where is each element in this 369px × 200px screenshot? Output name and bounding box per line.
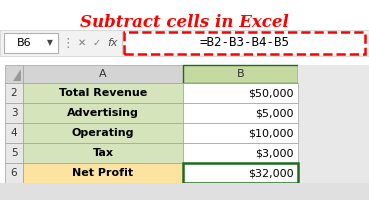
Bar	[5, 163, 23, 183]
Bar	[183, 103, 298, 123]
Text: $10,000: $10,000	[248, 128, 294, 138]
Text: 2: 2	[11, 88, 17, 98]
Text: $3,000: $3,000	[255, 148, 294, 158]
Text: 6: 6	[11, 168, 17, 178]
Bar	[0, 183, 369, 200]
Bar	[5, 83, 23, 103]
Bar	[5, 103, 23, 123]
Bar	[298, 65, 369, 183]
Text: B6: B6	[17, 38, 32, 48]
Text: Advertising: Advertising	[67, 108, 139, 118]
Polygon shape	[13, 69, 21, 81]
Bar	[183, 83, 298, 103]
Bar	[124, 32, 365, 54]
Text: Net Profit: Net Profit	[72, 168, 134, 178]
Text: 5: 5	[11, 148, 17, 158]
Text: ▼: ▼	[47, 38, 53, 47]
Bar	[183, 65, 298, 83]
Text: Subtract cells in Excel: Subtract cells in Excel	[80, 14, 289, 31]
Text: A: A	[99, 69, 107, 79]
Bar	[5, 65, 23, 83]
Text: ⋮: ⋮	[62, 36, 74, 49]
Bar	[183, 123, 298, 143]
Text: Tax: Tax	[93, 148, 114, 158]
Text: Total Revenue: Total Revenue	[59, 88, 147, 98]
Bar	[4, 33, 58, 53]
Bar	[23, 143, 183, 163]
Text: $5,000: $5,000	[255, 108, 294, 118]
Text: $32,000: $32,000	[248, 168, 294, 178]
Text: Operating: Operating	[72, 128, 134, 138]
Bar	[5, 123, 23, 143]
Bar	[183, 143, 298, 163]
Text: $50,000: $50,000	[248, 88, 294, 98]
Text: ✕: ✕	[78, 38, 86, 48]
Bar	[23, 103, 183, 123]
Bar	[23, 123, 183, 143]
Bar	[0, 30, 369, 56]
Bar	[23, 83, 183, 103]
Text: 3: 3	[11, 108, 17, 118]
Text: 4: 4	[11, 128, 17, 138]
Bar	[23, 163, 183, 183]
Text: fx: fx	[108, 38, 118, 48]
Bar	[5, 143, 23, 163]
Bar	[183, 163, 298, 183]
Text: B: B	[237, 69, 244, 79]
Text: ✓: ✓	[93, 38, 101, 48]
Bar	[23, 65, 183, 83]
Text: =B2-B3-B4-B5: =B2-B3-B4-B5	[200, 36, 290, 49]
